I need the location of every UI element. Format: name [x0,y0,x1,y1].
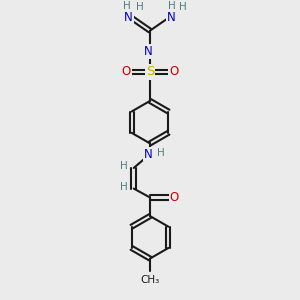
Text: H: H [178,2,186,12]
Text: N: N [144,45,153,58]
Text: S: S [146,65,154,79]
Text: H: H [168,1,176,11]
Text: H: H [157,148,165,158]
Text: O: O [169,191,179,204]
Text: H: H [136,2,143,12]
Text: N: N [124,11,133,24]
Text: H: H [120,161,127,172]
Text: H: H [122,1,130,11]
Text: O: O [122,65,131,79]
Text: H: H [120,182,127,192]
Text: N: N [167,11,176,24]
Text: N: N [144,148,153,160]
Text: O: O [169,65,178,79]
Text: CH₃: CH₃ [140,274,160,284]
